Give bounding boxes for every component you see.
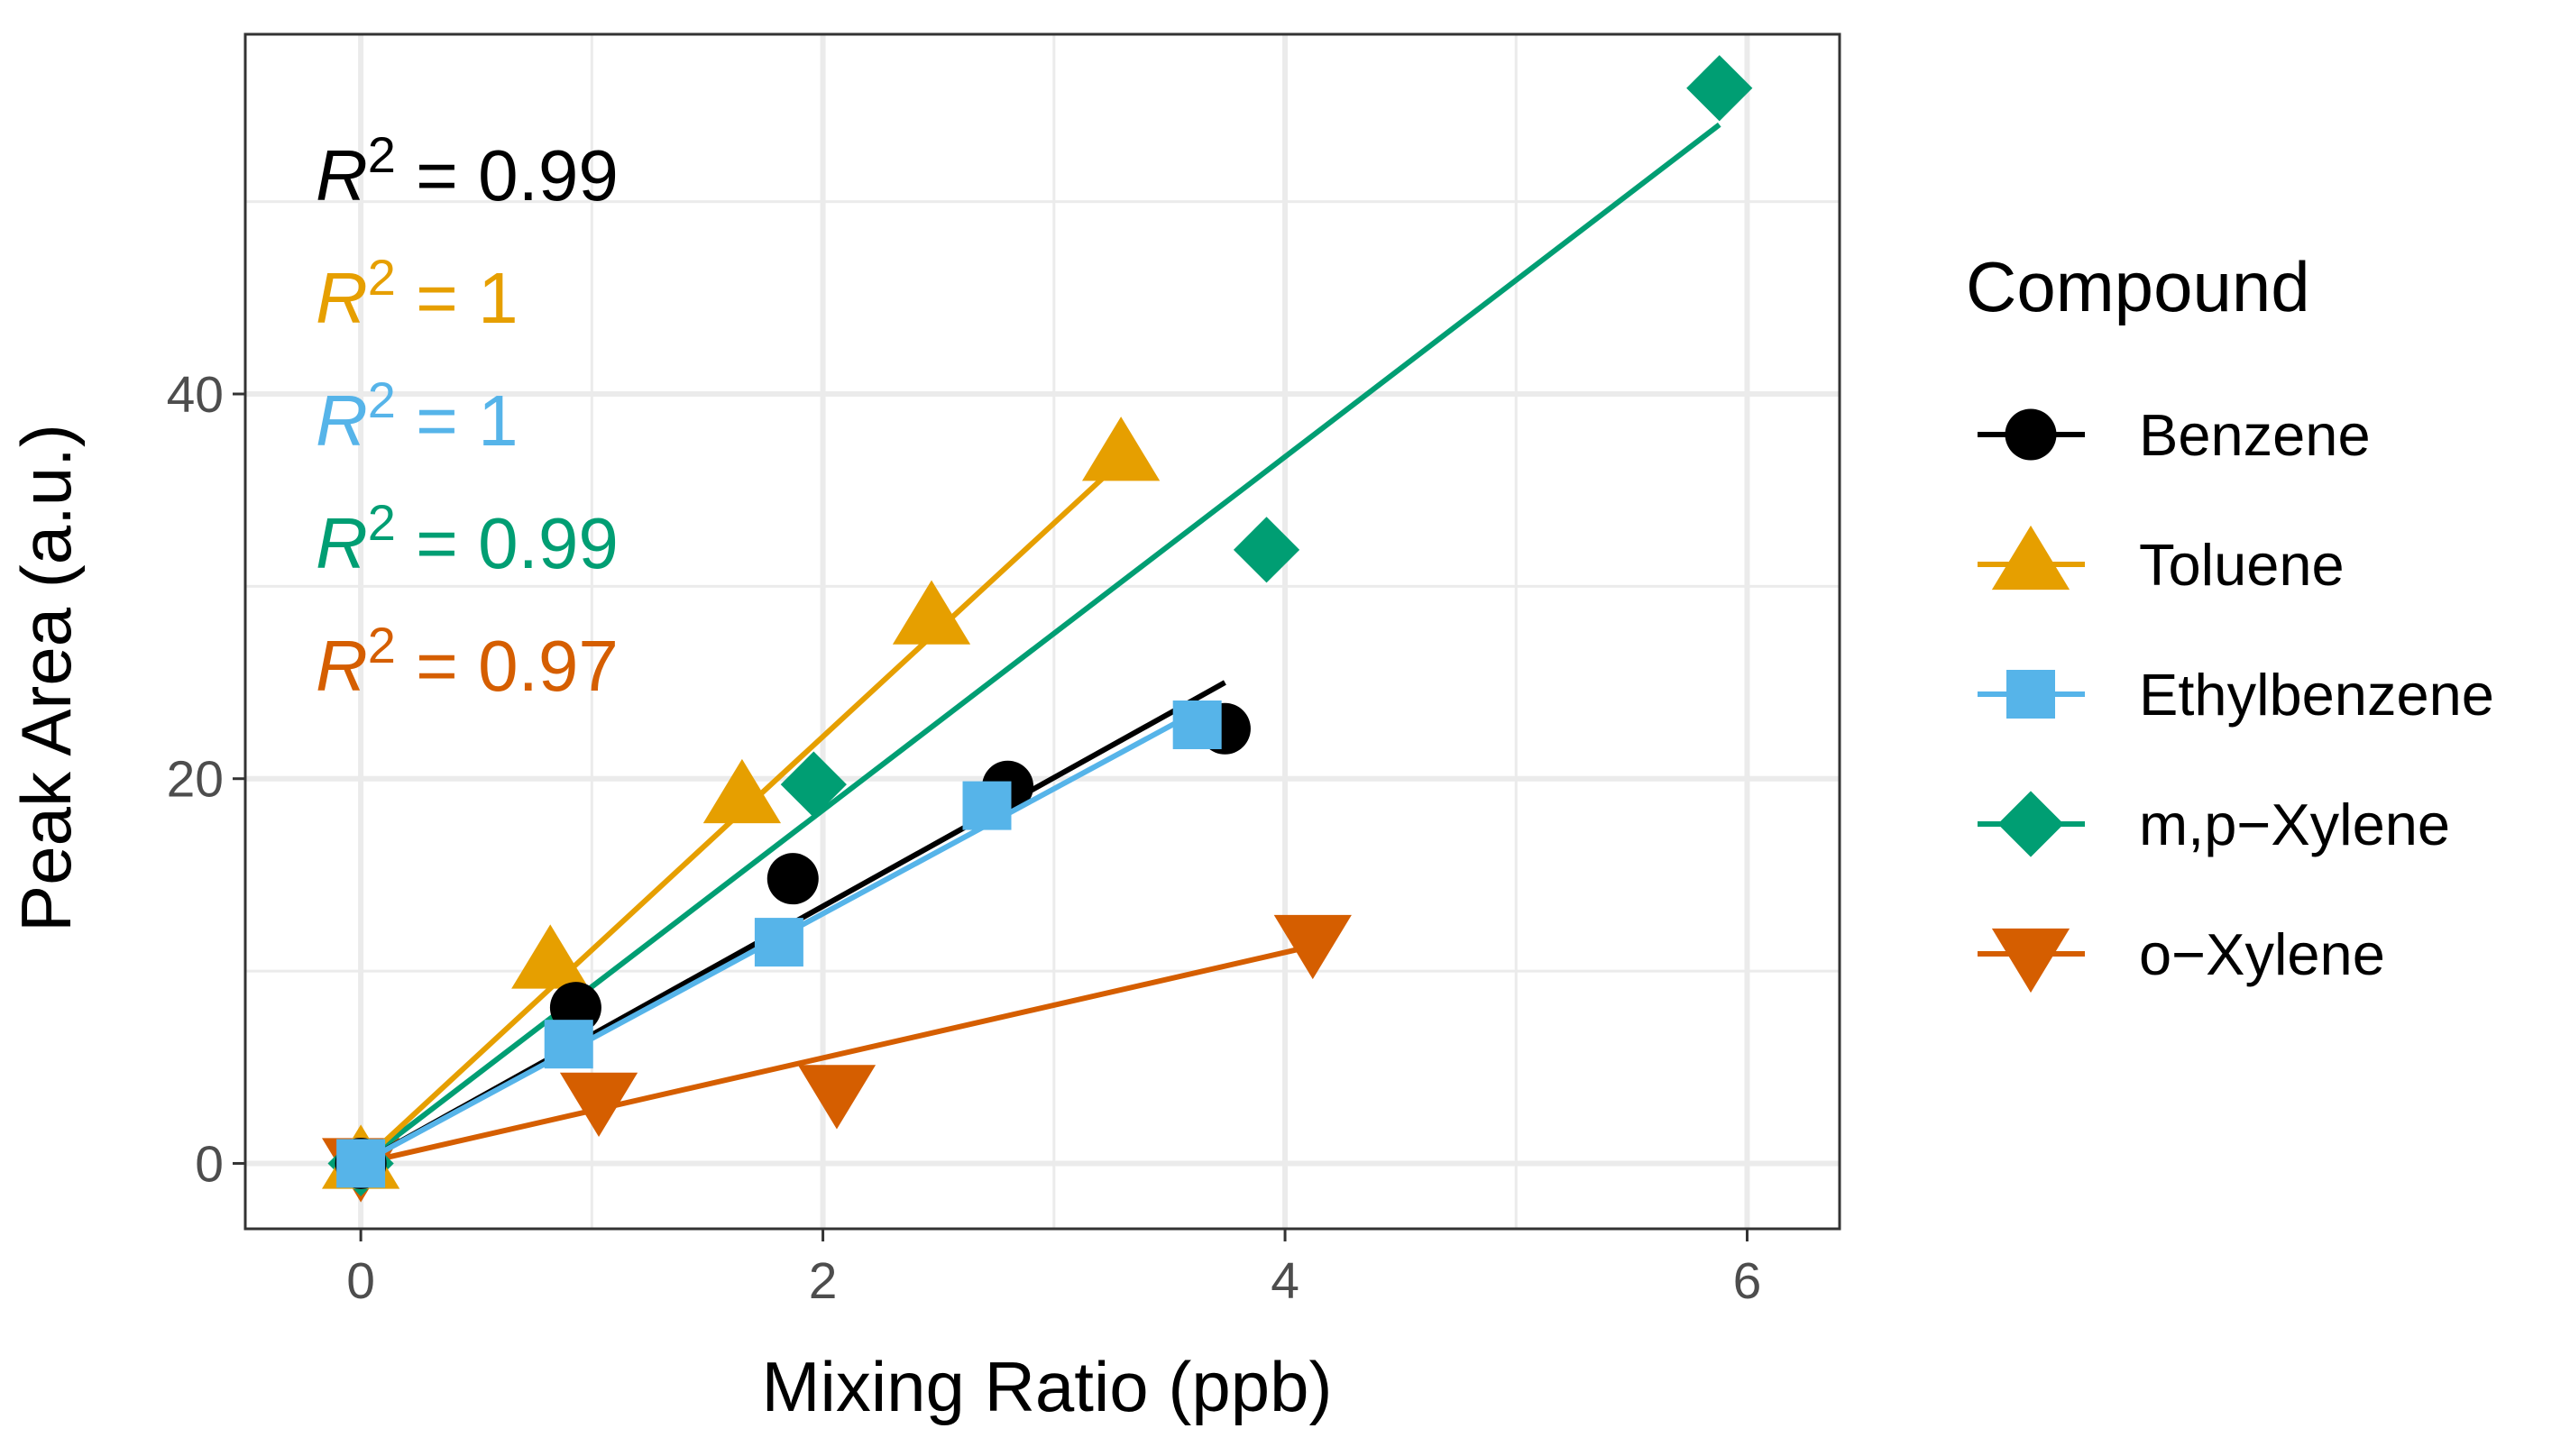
- data-point: [754, 918, 803, 967]
- data-point: [544, 1020, 593, 1069]
- y-tick-label: 20: [167, 751, 224, 809]
- data-point: [1686, 55, 1753, 122]
- data-point: [336, 1139, 386, 1188]
- r-squared-annotations: R2 = 0.99 R2 = 1 R2 = 1 R2 = 0.99 R2 = 0.97: [316, 126, 619, 707]
- legend-item: Toluene: [1978, 525, 2345, 598]
- panel-border: [243, 32, 1841, 1231]
- data-point: [1081, 417, 1161, 481]
- r2-label: R2 = 1: [316, 249, 519, 339]
- r2-label: R2 = 0.99: [316, 494, 619, 584]
- data-point: [1233, 517, 1300, 583]
- x-tick-label: 4: [1271, 1252, 1299, 1310]
- legend-marker: [1991, 928, 2070, 994]
- data-point: [702, 758, 782, 824]
- legend-marker: [1997, 791, 2064, 857]
- y-axis-title: Peak Area (a.u.): [6, 424, 86, 932]
- data-point: [780, 751, 847, 818]
- legend: Compound Benzene Toluene Ethylbenzene m,p−X…: [1966, 247, 2494, 994]
- data-point: [797, 1065, 877, 1130]
- legend-marker: [2005, 408, 2057, 461]
- series-2: [336, 700, 1222, 1188]
- x-axis-ticks: 0 2 4 6: [346, 1229, 1761, 1310]
- legend-label: o−Xylene: [2139, 921, 2385, 987]
- legend-label: Ethylbenzene: [2139, 662, 2494, 728]
- data-point: [511, 924, 590, 989]
- fit-line: [360, 943, 1314, 1167]
- y-axis-ticks: 0 20 40: [167, 366, 245, 1193]
- data-point: [766, 853, 819, 905]
- legend-marker: [1991, 525, 2070, 591]
- x-tick-label: 0: [346, 1252, 375, 1310]
- data-point: [892, 580, 971, 645]
- legend-item: Benzene: [1978, 402, 2371, 468]
- data-point: [962, 781, 1012, 830]
- x-tick-label: 6: [1733, 1252, 1762, 1310]
- legend-marker: [2006, 670, 2055, 719]
- legend-label: Toluene: [2139, 532, 2345, 598]
- series-1: [321, 417, 1161, 1189]
- data-point: [1273, 914, 1352, 980]
- y-tick-label: 40: [167, 366, 224, 424]
- data-point: [1172, 700, 1222, 749]
- legend-label: m,p−Xylene: [2139, 792, 2450, 857]
- plot-panel: [243, 32, 1841, 1231]
- y-tick-label: 0: [195, 1135, 224, 1193]
- legend-item: o−Xylene: [1978, 921, 2385, 994]
- x-axis-title: Mixing Ratio (ppb): [762, 1347, 1333, 1426]
- x-tick-label: 2: [809, 1252, 838, 1310]
- r2-label: R2 = 0.97: [316, 617, 619, 707]
- data-point: [559, 1072, 638, 1138]
- r2-label: R2 = 0.99: [316, 126, 619, 216]
- legend-item: m,p−Xylene: [1978, 791, 2450, 857]
- legend-item: Ethylbenzene: [1978, 662, 2494, 728]
- r2-label: R2 = 1: [316, 371, 519, 462]
- legend-label: Benzene: [2139, 402, 2371, 468]
- legend-title: Compound: [1966, 247, 2310, 326]
